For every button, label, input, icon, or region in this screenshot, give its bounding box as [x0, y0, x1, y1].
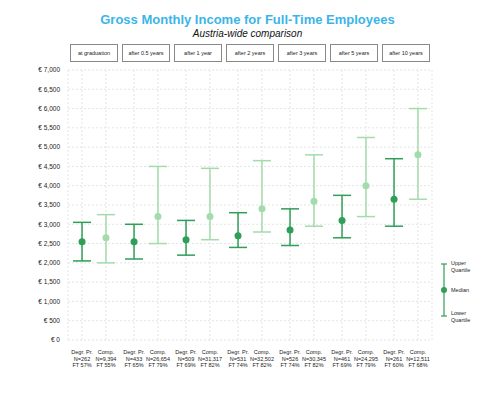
- svg-text:€ 5,000: € 5,000: [38, 143, 60, 150]
- svg-text:N=433: N=433: [126, 356, 142, 362]
- svg-text:Degr. Pr.: Degr. Pr.: [123, 349, 145, 355]
- svg-text:N=24,295: N=24,295: [354, 356, 378, 362]
- svg-text:€ 3,500: € 3,500: [38, 201, 60, 208]
- svg-text:Comp.: Comp.: [98, 349, 115, 355]
- svg-text:FT 74%: FT 74%: [280, 362, 299, 368]
- svg-text:FT 79%: FT 79%: [148, 362, 167, 368]
- svg-text:€ 5,500: € 5,500: [38, 124, 60, 131]
- svg-text:€ 1,500: € 1,500: [38, 278, 60, 285]
- svg-text:FT 65%: FT 65%: [124, 362, 143, 368]
- svg-text:€ 2,500: € 2,500: [38, 240, 60, 247]
- svg-text:N=461: N=461: [334, 356, 350, 362]
- svg-text:FT 60%: FT 60%: [384, 362, 403, 368]
- html-text:after 1 year: after 1 year: [184, 49, 212, 56]
- html-text:after 10 years: after 10 years: [389, 49, 423, 56]
- svg-text:€ 7,000: € 7,000: [38, 66, 60, 73]
- svg-text:FT 68%: FT 68%: [408, 362, 427, 368]
- svg-text:Comp.: Comp.: [306, 349, 323, 355]
- svg-text:N=9,394: N=9,394: [95, 356, 116, 362]
- svg-text:FT 82%: FT 82%: [252, 362, 271, 368]
- svg-text:FT 82%: FT 82%: [304, 362, 323, 368]
- svg-text:FT 74%: FT 74%: [228, 362, 247, 368]
- svg-text:N=26,654: N=26,654: [146, 356, 170, 362]
- svg-text:N=32,502: N=32,502: [250, 356, 274, 362]
- svg-text:N=531: N=531: [230, 356, 246, 362]
- svg-text:€ 500: € 500: [44, 317, 61, 324]
- svg-text:N=261: N=261: [386, 356, 402, 362]
- svg-text:€ 4,000: € 4,000: [38, 182, 60, 189]
- svg-text:N=262: N=262: [74, 356, 90, 362]
- svg-text:Comp.: Comp.: [358, 349, 375, 355]
- svg-text:N=509: N=509: [178, 356, 194, 362]
- svg-text:FT 79%: FT 79%: [356, 362, 375, 368]
- html-text:Austria-wide comparison: Austria-wide comparison: [192, 28, 303, 39]
- svg-text:N=526: N=526: [282, 356, 298, 362]
- html-text:after 3 years: after 3 years: [286, 49, 318, 56]
- svg-text:Degr. Pr.: Degr. Pr.: [71, 349, 93, 355]
- svg-text:Degr. Pr.: Degr. Pr.: [383, 349, 405, 355]
- svg-text:€ 2,000: € 2,000: [38, 259, 60, 266]
- svg-text:Comp.: Comp.: [254, 349, 271, 355]
- svg-text:€ 3,000: € 3,000: [38, 221, 60, 228]
- svg-text:N=31,317: N=31,317: [198, 356, 222, 362]
- html-text:at graduation: at graduation: [77, 49, 110, 56]
- svg-text:N=30,345: N=30,345: [302, 356, 326, 362]
- svg-text:Comp.: Comp.: [202, 349, 219, 355]
- html-text:Median: Median: [451, 287, 469, 293]
- svg-text:Comp.: Comp.: [150, 349, 167, 355]
- svg-text:FT 82%: FT 82%: [200, 362, 219, 368]
- svg-text:€ 4,500: € 4,500: [38, 163, 60, 170]
- svg-text:Degr. Pr.: Degr. Pr.: [227, 349, 249, 355]
- html-text:after 0.5 years: after 0.5 years: [128, 49, 164, 56]
- svg-text:FT 57%: FT 57%: [72, 362, 91, 368]
- svg-text:FT 69%: FT 69%: [176, 362, 195, 368]
- svg-text:€ 1,000: € 1,000: [38, 298, 60, 305]
- svg-text:FT 69%: FT 69%: [332, 362, 351, 368]
- html-text:after 5 years: after 5 years: [338, 49, 370, 56]
- svg-text:€ 0: € 0: [51, 336, 60, 343]
- svg-text:Degr. Pr.: Degr. Pr.: [331, 349, 353, 355]
- svg-text:€ 6,000: € 6,000: [38, 105, 60, 112]
- svg-text:FT 55%: FT 55%: [96, 362, 115, 368]
- html-text:after 2 years: after 2 years: [234, 49, 266, 56]
- html-text:Lower Quartile: Lower Quartile: [451, 310, 471, 323]
- html-text:Upper Quartile: Upper Quartile: [451, 260, 471, 273]
- svg-text:N=12,511: N=12,511: [406, 356, 430, 362]
- html-text:Gross Monthly Income for Full-: Gross Monthly Income for Full-Time Emplo…: [100, 12, 395, 27]
- svg-text:€ 6,500: € 6,500: [38, 86, 60, 93]
- svg-text:Comp.: Comp.: [410, 349, 427, 355]
- svg-text:Degr. Pr.: Degr. Pr.: [279, 349, 301, 355]
- svg-text:Degr. Pr.: Degr. Pr.: [175, 349, 197, 355]
